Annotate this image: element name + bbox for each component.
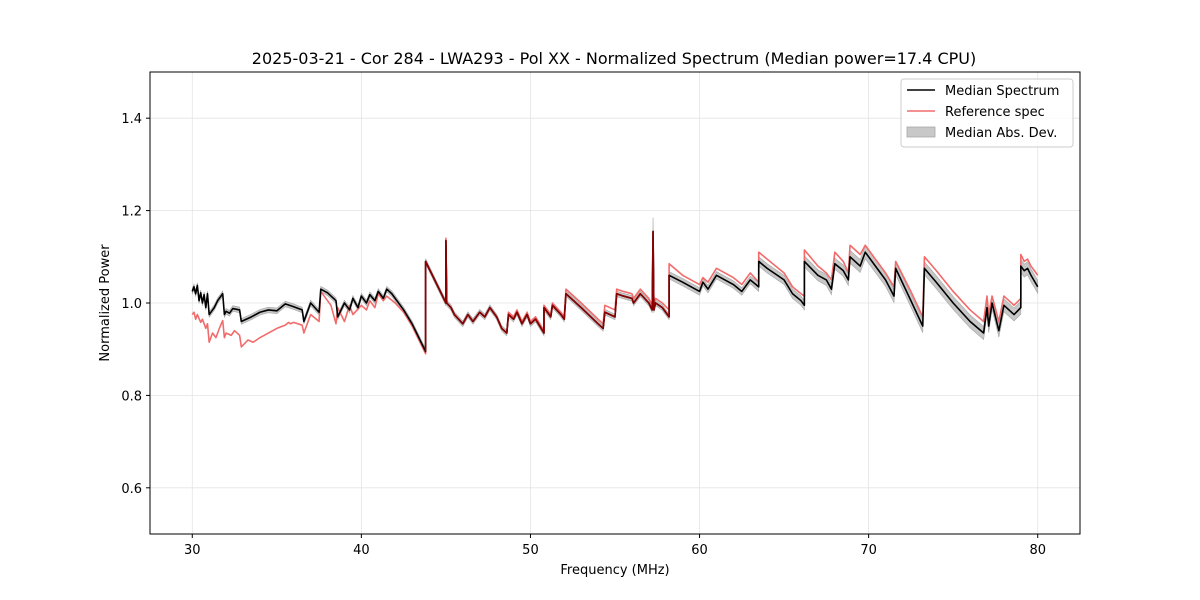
mad-band [191,217,1039,355]
chart-title: 2025-03-21 - Cor 284 - LWA293 - Pol XX -… [252,49,976,68]
y-axis-ticks: 0.6 0.8 1.0 1.2 1.4 [121,112,150,497]
y-tick-label: 1.0 [121,297,142,312]
legend-box [900,78,1074,148]
mad-band-layer [191,217,1039,355]
x-tick-label: 70 [860,543,877,558]
x-tick-label: 80 [1029,543,1046,558]
legend-mad-label: Median Abs. Dev. [945,126,1057,141]
legend: Median Spectrum Reference spec Median Ab… [900,78,1074,148]
legend-median-label: Median Spectrum [945,84,1059,99]
reference-spectrum-line [191,237,1039,355]
x-tick-label: 40 [353,543,370,558]
y-tick-label: 0.8 [121,389,142,404]
median-spectrum-layer [191,230,1039,353]
reference-spectrum-layer [191,237,1039,355]
x-tick-label: 50 [522,543,539,558]
x-tick-label: 30 [184,543,201,558]
x-tick-label: 60 [691,543,708,558]
y-axis-label: Normalized Power [98,244,113,362]
y-tick-label: 1.4 [121,112,142,127]
legend-mad-swatch [906,126,936,138]
y-tick-label: 0.6 [121,482,142,497]
y-tick-label: 1.2 [121,205,142,220]
legend-reference-label: Reference spec [945,105,1045,120]
x-axis-label: Frequency (MHz) [560,563,669,578]
x-axis-ticks: 30 40 50 60 70 80 [184,534,1046,558]
overlap-spectrum-line [424,230,670,352]
